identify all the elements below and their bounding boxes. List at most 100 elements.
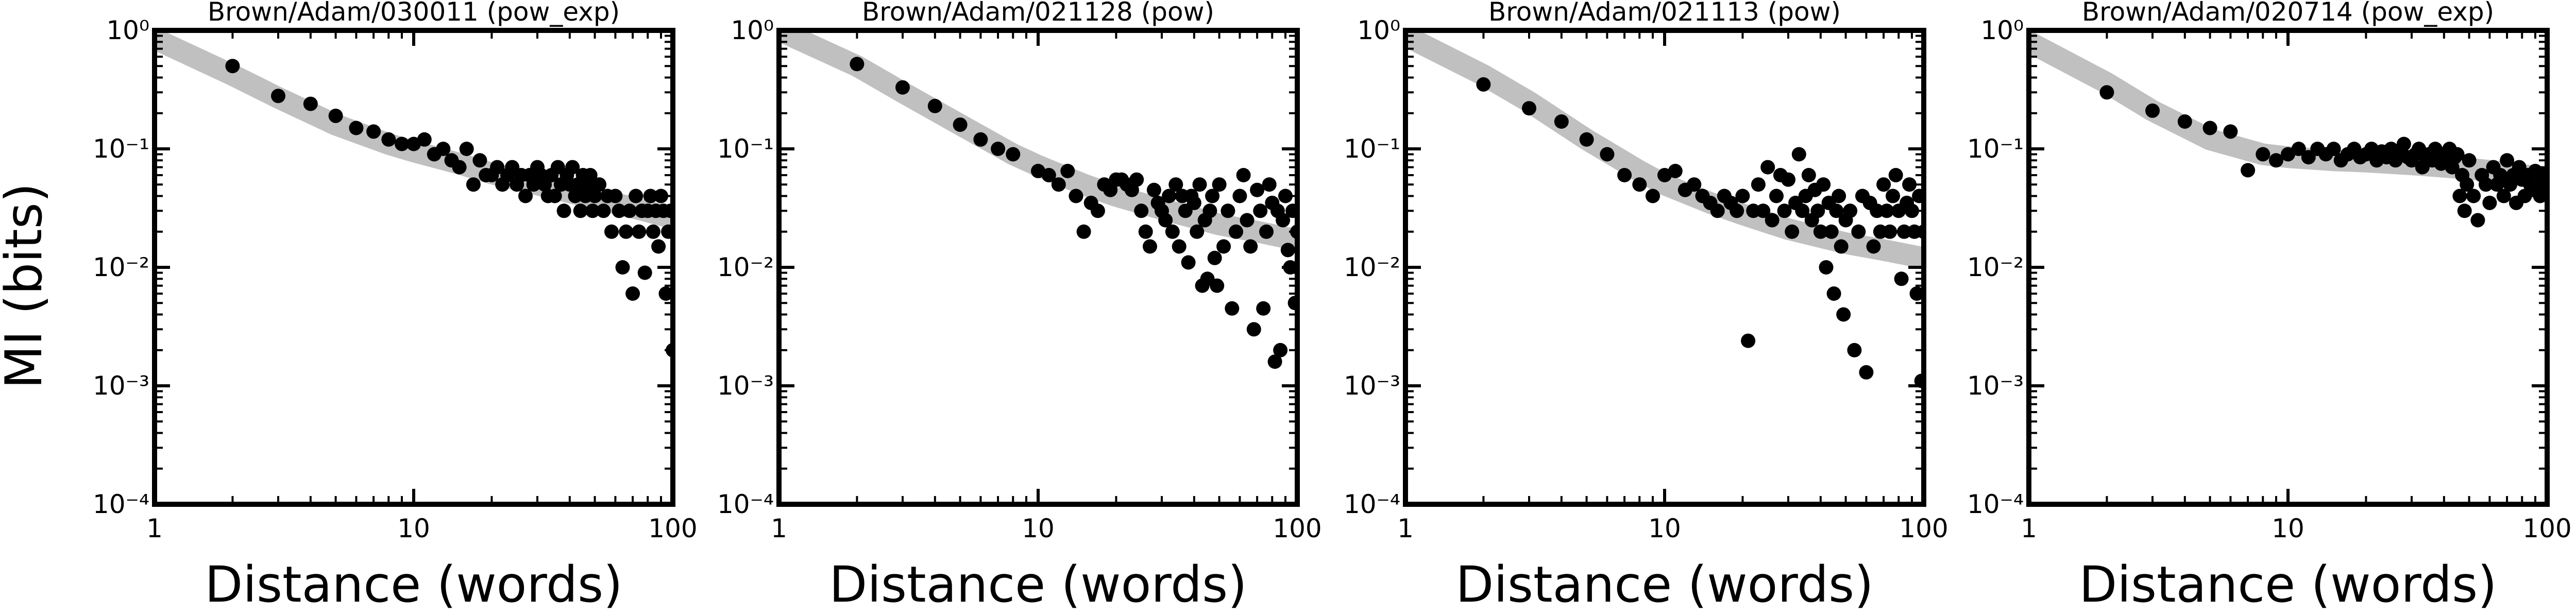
data-points [2099,85,2547,228]
data-point [452,160,467,175]
axes-frame [1403,28,1926,507]
y-tick-label: 10⁻⁴ [1967,489,2024,519]
data-point [1894,271,1909,286]
data-point [1280,243,1295,258]
data-point [654,189,668,203]
y-tick-label: 10⁻² [717,252,774,282]
data-point [1522,101,1536,116]
data-point [1646,189,1660,203]
y-tick-label: 10⁻² [93,252,149,282]
data-point [1276,213,1291,228]
data-point [2450,147,2465,162]
axes-frame [2026,28,2550,507]
data-point [1246,322,1261,337]
data-point [608,189,623,203]
data-point [1600,147,1615,162]
data-point [1876,177,1891,192]
data-point [1765,213,1780,228]
data-point [1834,239,1849,254]
data-point [1168,177,1183,192]
data-point [1777,203,1792,218]
data-point [2241,163,2256,178]
data-point [1810,203,1825,218]
data-point [1134,203,1149,218]
y-tick-label: 10⁰ [106,15,149,45]
data-point [927,98,942,113]
data-point [1051,177,1066,192]
data-point [1090,203,1105,218]
chart-title: Brown/Adam/021128 (pow) [862,0,1214,27]
data-point [1791,147,1806,162]
data-point [587,189,602,203]
data-point [1202,203,1217,218]
data-point [225,59,240,74]
data-point [1181,255,1196,270]
data-point [1060,164,1075,178]
x-axis-label: Distance (words) [2079,556,2497,613]
data-point [436,142,451,156]
data-point [2479,177,2493,192]
data-point [1205,189,1220,203]
data-point [2256,147,2270,162]
y-tick-label: 10⁻² [1967,252,2024,282]
data-point [646,224,660,239]
data-point [2291,142,2306,156]
data-point [1225,301,1240,316]
data-point [271,89,285,104]
data-point [1129,172,1144,187]
data-point [1879,203,1894,218]
data-point [585,203,600,218]
x-tick-label: 1 [771,514,787,543]
data-point [2460,177,2475,192]
data-point [583,168,598,182]
x-axis-label: Distance (words) [829,556,1247,613]
x-tick-label: 100 [2522,514,2571,543]
x-tick-label: 10 [2272,514,2304,543]
data-point [2202,121,2217,135]
data-point [1836,307,1851,322]
data-point [1172,239,1187,254]
data-point [1829,203,1844,218]
data-point [1267,354,1282,369]
data-point [2099,85,2114,100]
data-point [604,224,619,239]
data-point [612,203,626,218]
data-point [417,132,432,147]
data-point [1221,203,1235,218]
data-point [556,203,571,218]
data-point [2457,203,2472,218]
data-point [1158,213,1173,228]
data-point [2482,195,2497,210]
data-point [1756,203,1771,218]
y-tick-label: 10⁻² [1344,252,1400,282]
chart-panel-2: 1 10 100 10⁻⁴ 10⁻³ 10⁻² 10⁻¹ 10⁰ Brown/Adam/0211… [717,0,1322,613]
data-point [2223,124,2238,139]
y-tick-label: 10⁻³ [93,371,149,401]
data-point [2145,103,2160,118]
data-point [1146,182,1161,197]
data-point [2500,153,2515,168]
y-tick-label: 10⁰ [731,15,774,45]
x-tick-label: 1 [2021,514,2037,543]
data-point [895,80,910,95]
data-point [629,189,643,203]
data-point [1165,224,1180,239]
data-point [547,189,562,203]
data-point [490,160,505,175]
x-axis-label: Distance (words) [1455,556,1873,613]
data-point [328,108,343,123]
data-point [1250,182,1265,197]
data-point [1883,224,1897,239]
data-point [395,137,409,151]
data-point [1785,224,1800,239]
data-point [1668,164,1683,178]
data-point [1190,224,1205,239]
data-point [1710,203,1725,218]
data-point [573,203,588,218]
data-point [1816,177,1831,192]
y-tick-label: 10⁻¹ [1344,134,1400,164]
data-point [2452,189,2467,203]
data-point [973,132,988,147]
data-point [850,57,865,72]
